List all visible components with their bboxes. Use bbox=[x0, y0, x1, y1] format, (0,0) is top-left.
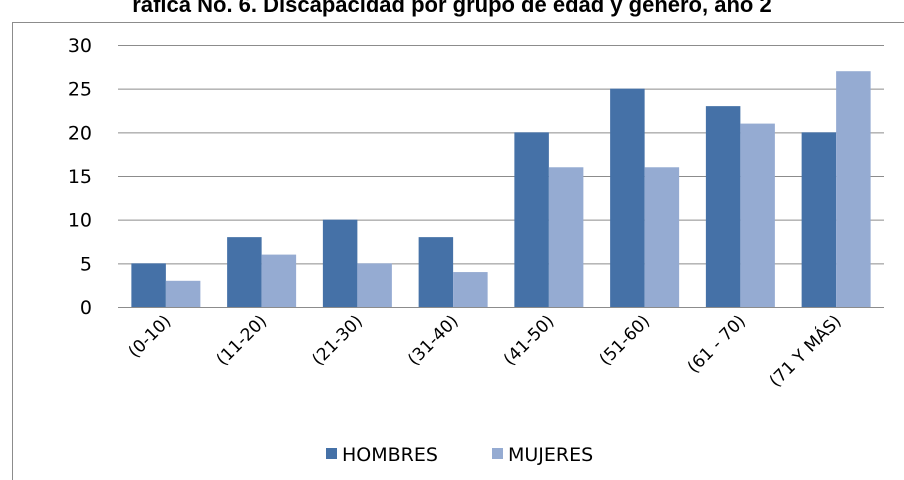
bar bbox=[261, 254, 297, 307]
bar bbox=[548, 167, 584, 307]
bar bbox=[322, 219, 358, 307]
bar bbox=[836, 71, 871, 307]
y-tick-label: 10 bbox=[68, 210, 92, 232]
y-tick-label: 0 bbox=[80, 297, 92, 319]
bar bbox=[227, 237, 262, 307]
y-tick-label: 25 bbox=[68, 79, 92, 101]
chart-title: ráfica No. 6. Discapacidad por grupo de … bbox=[132, 0, 771, 17]
y-tick-label: 20 bbox=[68, 122, 92, 144]
legend-swatch bbox=[326, 448, 337, 459]
bar bbox=[514, 132, 549, 307]
bar bbox=[131, 263, 166, 307]
bar bbox=[418, 237, 454, 307]
bar bbox=[357, 263, 392, 307]
legend-swatch bbox=[492, 448, 503, 459]
bar bbox=[740, 123, 775, 307]
bar bbox=[165, 280, 201, 307]
legend-label: HOMBRES bbox=[342, 444, 438, 466]
bar bbox=[453, 272, 488, 307]
bar bbox=[610, 88, 645, 308]
bar bbox=[705, 106, 741, 307]
legend-label: MUJERES bbox=[508, 444, 593, 466]
y-tick-label: 5 bbox=[80, 253, 92, 275]
y-tick-label: 30 bbox=[68, 35, 92, 57]
bar bbox=[644, 167, 680, 307]
bar bbox=[801, 132, 837, 307]
y-tick-label: 15 bbox=[68, 166, 92, 188]
